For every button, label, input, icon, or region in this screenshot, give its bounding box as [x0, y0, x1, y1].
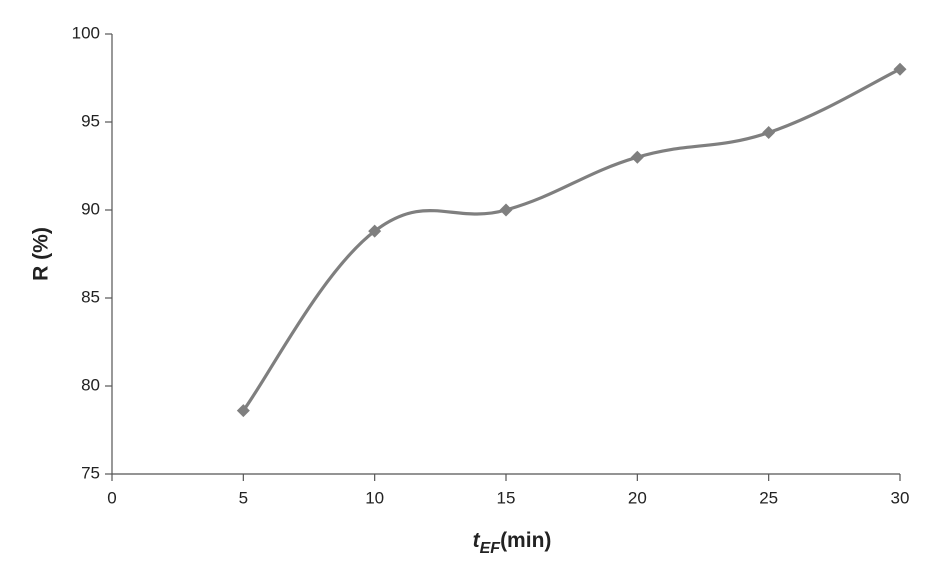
- x-tick-label: 10: [365, 488, 384, 507]
- x-tick-label: 0: [107, 488, 116, 507]
- x-tick-label: 15: [497, 488, 516, 507]
- y-tick-label: 100: [72, 23, 100, 42]
- y-tick-label: 95: [81, 111, 100, 130]
- x-label-subscript: EF: [480, 540, 502, 557]
- y-tick-label: 80: [81, 375, 100, 394]
- data-point: [368, 224, 382, 238]
- x-tick-label: 5: [239, 488, 248, 507]
- x-axis-label: tEF(min): [473, 529, 552, 558]
- data-point: [499, 203, 513, 217]
- x-tick-label: 30: [891, 488, 910, 507]
- x-label-main: t: [473, 529, 481, 552]
- y-tick-label: 90: [81, 199, 100, 218]
- y-tick-label: 85: [81, 287, 100, 306]
- y-axis-label: R (%): [30, 227, 53, 281]
- data-point: [236, 404, 250, 418]
- x-tick-label: 25: [759, 488, 778, 507]
- x-label-unit: (min): [500, 529, 551, 552]
- data-point: [893, 62, 907, 76]
- data-point: [762, 126, 776, 140]
- y-tick-label: 75: [81, 463, 100, 482]
- x-tick-label: 20: [628, 488, 647, 507]
- data-point: [630, 150, 644, 164]
- series-line: [242, 67, 901, 412]
